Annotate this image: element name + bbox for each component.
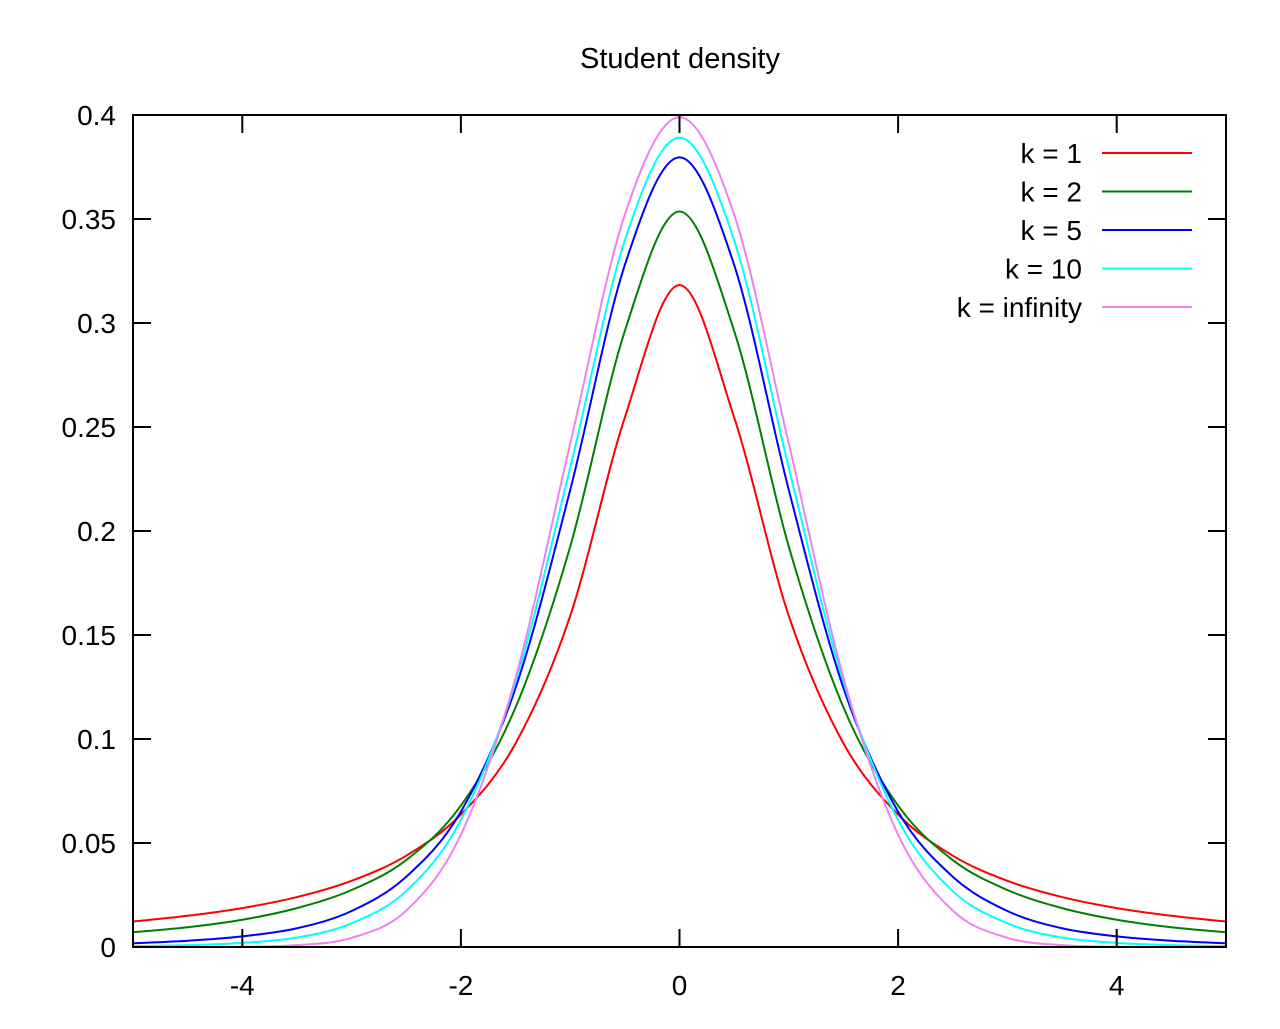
y-tick-label: 0.05 (62, 828, 117, 859)
legend: k = 1 k = 2 k = 5 k = 10 k = infinity (957, 138, 1192, 323)
x-tick-label: 2 (890, 970, 906, 1001)
y-tick-label: 0 (100, 932, 116, 963)
series-line-3 (132, 156, 1227, 945)
plot-ticks (133, 114, 1226, 948)
x-tick-label: 0 (672, 970, 688, 1001)
x-tick-label: -4 (230, 970, 255, 1001)
legend-label-3: k = 5 (1021, 215, 1082, 246)
x-tick-label: -2 (448, 970, 473, 1001)
y-tick-label: 0.1 (77, 724, 116, 755)
legend-label-5: k = infinity (957, 292, 1082, 323)
tick-labels: -4 -2 0 2 4 0 0.05 0.1 0.15 0.2 0.25 0.3 0.35 0.4 (62, 100, 1125, 1001)
series-line-1 (132, 283, 1227, 923)
chart-title: Student density (580, 43, 780, 75)
legend-label-2: k = 2 (1021, 177, 1082, 208)
plot-frame (132, 114, 1227, 948)
y-tick-label: 0.25 (62, 412, 117, 443)
y-tick-label: 0.3 (77, 308, 116, 339)
y-tick-label: 0.4 (77, 100, 116, 131)
x-tick-label: 4 (1109, 970, 1125, 1001)
legend-label-1: k = 1 (1021, 138, 1082, 169)
y-tick-label: 0.2 (77, 516, 116, 547)
y-tick-label: 0.15 (62, 620, 117, 651)
series-line-2 (132, 210, 1227, 934)
legend-label-4: k = 10 (1005, 254, 1082, 285)
y-tick-label: 0.35 (62, 204, 117, 235)
series-line-4 (132, 136, 1227, 948)
